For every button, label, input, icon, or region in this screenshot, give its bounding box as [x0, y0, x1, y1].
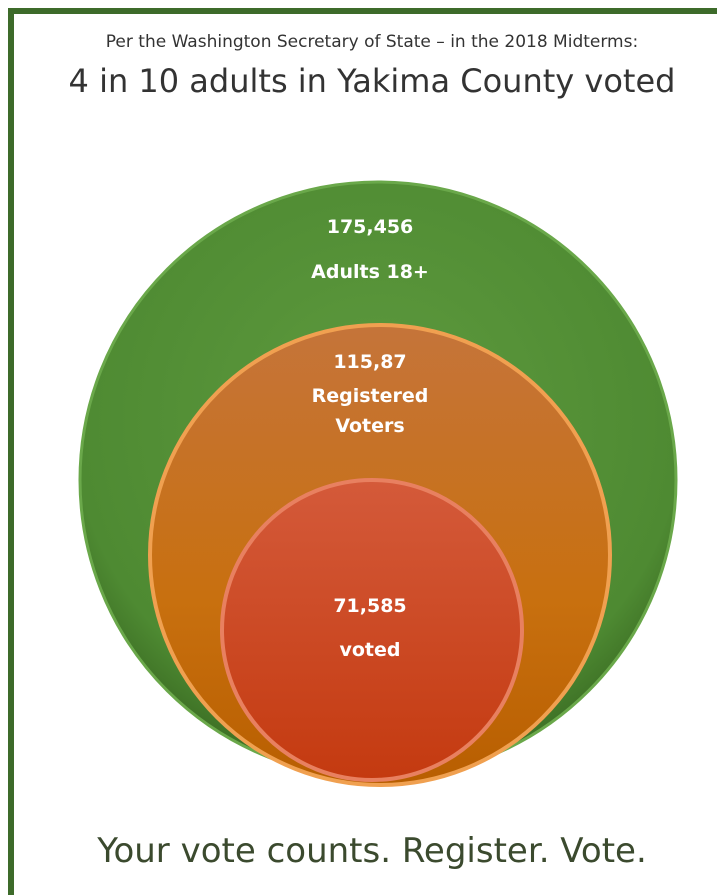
- registered-label: Registered: [312, 385, 429, 407]
- footer: Your vote counts. Register. Vote.: [96, 831, 647, 871]
- registered-label: Voters: [335, 415, 404, 437]
- voted-circle: [220, 478, 524, 782]
- adults-label: Adults 18+: [311, 261, 429, 283]
- frame: [8, 8, 717, 895]
- adults-number: 175,456: [327, 216, 414, 238]
- registered-number: 115,87: [333, 351, 406, 373]
- subtitle: Per the Washington Secretary of State – …: [106, 32, 638, 52]
- title: 4 in 10 adults in Yakima County voted: [69, 62, 676, 100]
- voted-label: voted: [339, 639, 400, 661]
- voted-number: 71,585: [333, 595, 406, 617]
